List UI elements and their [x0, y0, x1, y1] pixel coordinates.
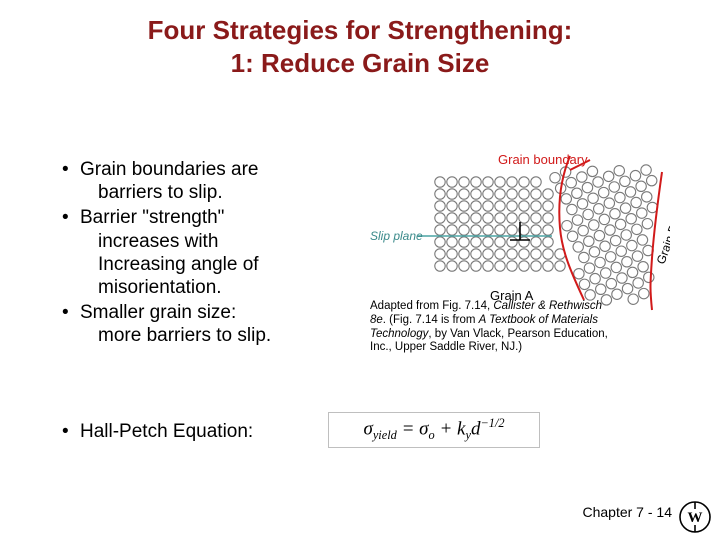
- grain-b-atoms: [550, 165, 658, 305]
- footer-chapter: Chapter 7 -: [582, 504, 656, 520]
- grain-diagram-svg: Grain boundary Slip plane Grain A Grain …: [370, 150, 670, 315]
- slide: Four Strategies for Strengthening: 1: Re…: [0, 0, 720, 540]
- svg-text:W: W: [688, 510, 703, 526]
- caption-line-1: 8e. (Fig. 7.14 is from A Textbook of Mat…: [370, 314, 598, 326]
- figure-caption: Adapted from Fig. 7.14, Callister & Reth…: [370, 300, 655, 355]
- bullet-2-cont-2: misorientation.: [80, 276, 342, 299]
- hall-petch-equation: σyield = σo + kyd−1/2: [328, 412, 540, 448]
- bullet-3-cont-0: more barriers to slip.: [80, 324, 342, 347]
- hall-petch-bullet: Hall-Petch Equation:: [62, 420, 253, 445]
- bullet-1: Grain boundaries are barriers to slip.: [62, 158, 342, 204]
- bullet-2-head: Barrier "strength": [80, 207, 224, 228]
- grain-a-atoms: [435, 177, 565, 271]
- bullet-list: Grain boundaries are barriers to slip. B…: [62, 158, 342, 349]
- hall-petch-label: Hall-Petch Equation:: [62, 420, 253, 443]
- bullet-2: Barrier "strength" increases with Increa…: [62, 206, 342, 299]
- bullet-3-head: Smaller grain size:: [80, 302, 236, 323]
- title-line2: 1: Reduce Grain Size: [231, 48, 490, 78]
- label-grain-boundary: Grain boundary: [498, 152, 588, 167]
- label-slip-plane: Slip plane: [370, 229, 423, 243]
- bullet-3: Smaller grain size: more barriers to sli…: [62, 301, 342, 347]
- grain-diagram: Grain boundary Slip plane Grain A Grain …: [370, 150, 670, 315]
- caption-line-2: Technology, by Van Vlack, Pearson Educat…: [370, 328, 608, 340]
- bullet-2-cont-1: Increasing angle of: [80, 253, 342, 276]
- title-line1: Four Strategies for Strengthening:: [148, 15, 573, 45]
- equation-content: σyield = σo + kyd−1/2: [363, 416, 504, 443]
- bullet-1-head: Grain boundaries are: [80, 159, 259, 180]
- slide-title: Four Strategies for Strengthening: 1: Re…: [0, 14, 720, 79]
- caption-line-0: Adapted from Fig. 7.14, Callister & Reth…: [370, 300, 602, 312]
- bullet-2-cont-0: increases with: [80, 230, 342, 253]
- bullet-1-cont-0: barriers to slip.: [80, 181, 342, 204]
- footer-page: 14: [656, 504, 672, 520]
- footer: Chapter 7 - 14: [582, 504, 672, 520]
- label-grain-b: Grain B: [654, 223, 670, 266]
- caption-line-3: Inc., Upper Saddle River, NJ.): [370, 341, 522, 353]
- publisher-logo-icon: W: [678, 500, 712, 534]
